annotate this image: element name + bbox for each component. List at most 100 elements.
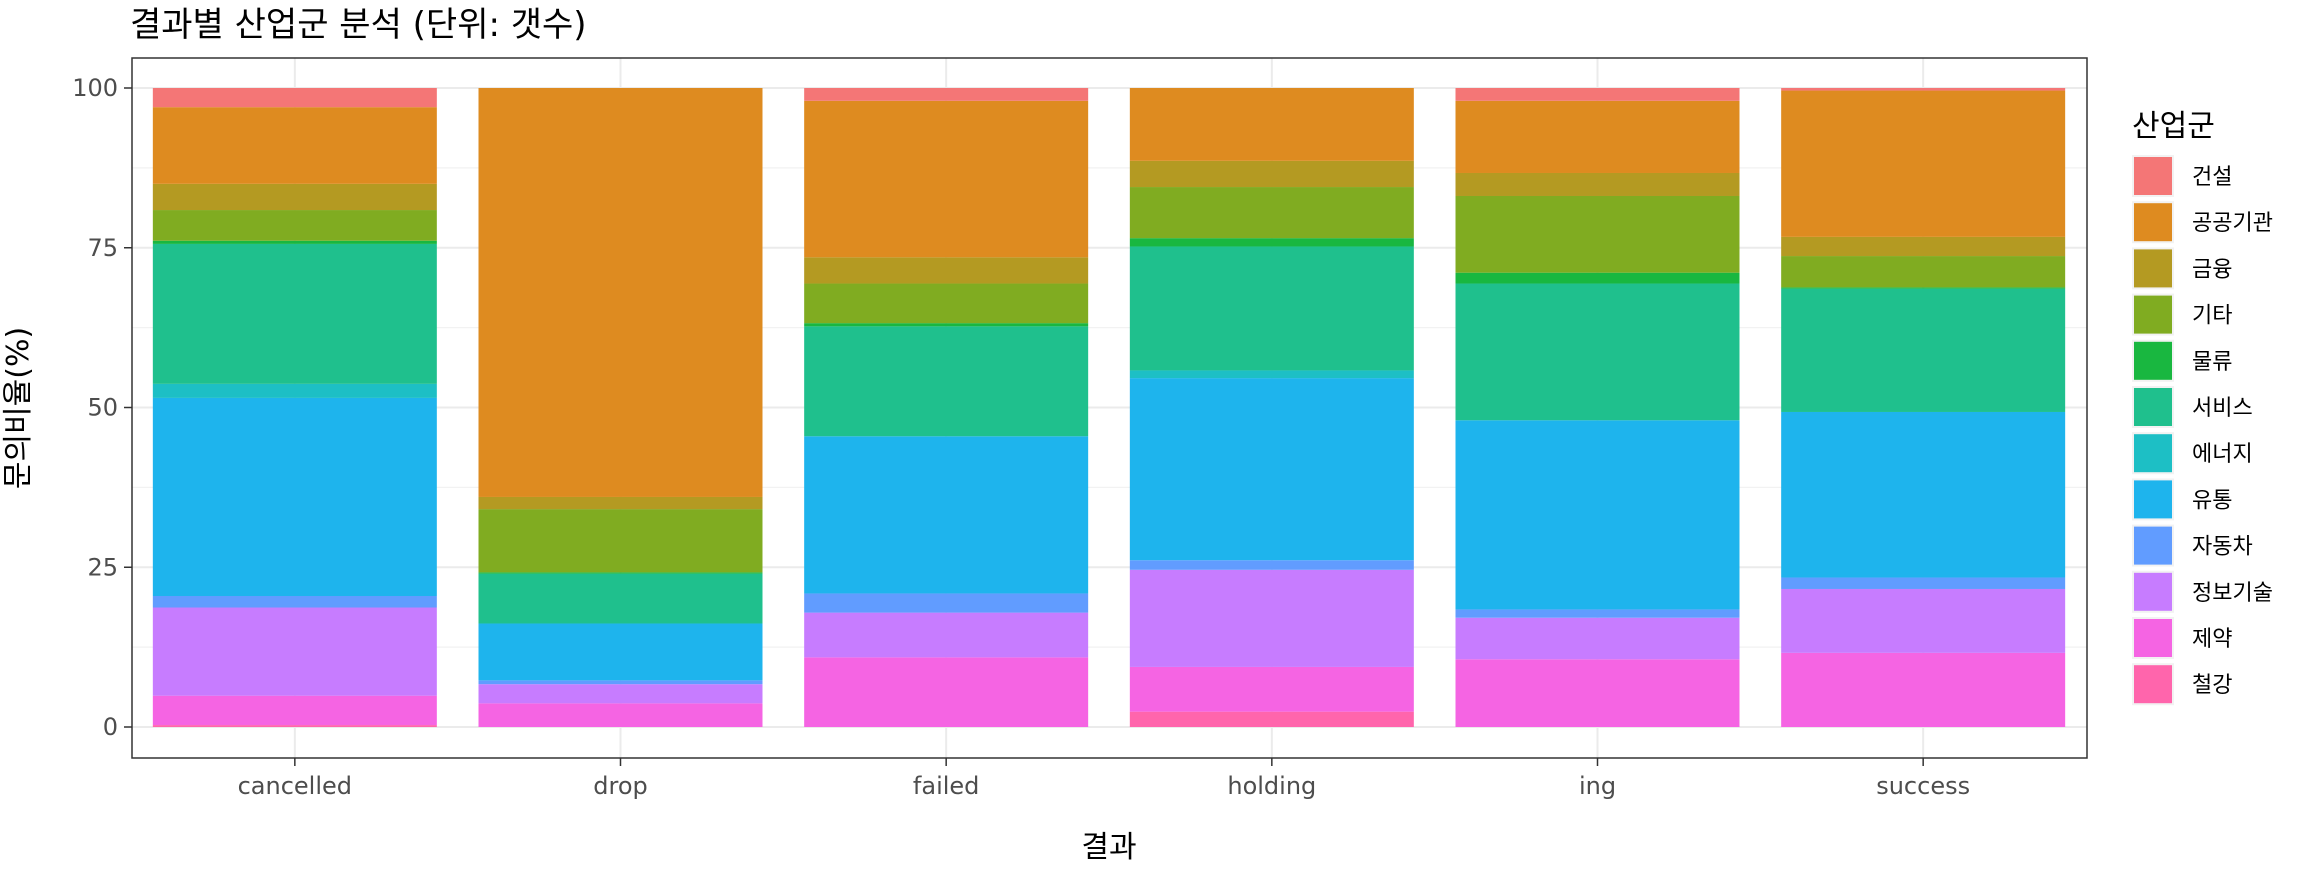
legend-swatch	[2134, 619, 2172, 657]
bar-segment: 정보기술: 3	[478, 684, 763, 704]
bar-segment: 정보기술: 7	[804, 612, 1089, 658]
bar-segment: 공공기관: 22.9	[1781, 90, 2066, 237]
legend-label: 유통	[2192, 488, 2232, 513]
bar-segment: 공공기관: 24.5	[804, 100, 1089, 258]
legend-swatch	[2134, 203, 2172, 242]
legend-swatch	[2134, 526, 2172, 565]
bar-segment: 에너지: 2.2	[152, 383, 437, 398]
x-tick-label: ing	[1579, 772, 1616, 800]
x-tick-label: cancelled	[238, 772, 352, 800]
bar-segment: 금융: 4.1	[1129, 160, 1414, 188]
bar-segment: 서비스: 21.9	[152, 243, 437, 384]
legend-swatch	[2134, 341, 2172, 380]
y-tick-label: 0	[103, 713, 118, 741]
legend-label: 제약	[2192, 627, 2232, 652]
bar-segment: 공공기관: 11.4	[1129, 88, 1414, 161]
bar-segment: 정보기술: 13.8	[152, 607, 437, 696]
bar-segment: 금융: 3	[1781, 236, 2066, 257]
bar-segment: 서비스: 7.8	[478, 573, 763, 624]
bar-segment: 유통: 24.6	[804, 436, 1089, 594]
bar-segment: 기타: 4.9	[1781, 256, 2066, 288]
legend-label: 서비스	[2192, 396, 2253, 421]
legend-label: 공공기관	[2192, 211, 2273, 236]
bar-segment: 제약: 3.7	[478, 703, 763, 727]
bar-segment: 서비스: 19.3	[1781, 288, 2066, 412]
y-tick-label: 100	[72, 74, 118, 102]
bar-segment: 건설: 2	[804, 88, 1089, 101]
x-tick-label: drop	[593, 772, 648, 800]
bar-segment: 정보기술: 15.2	[1129, 569, 1414, 667]
bar-segment: 에너지: 1.2	[1129, 370, 1414, 379]
bar-segment: 기타: 8	[1129, 187, 1414, 239]
legend-label: 금융	[2192, 257, 2232, 282]
legend-swatch	[2134, 434, 2172, 473]
bar-segment: 공공기관: 12	[152, 107, 437, 184]
y-axis-title: 문의비율(%)	[1, 327, 36, 489]
y-tick-label: 75	[87, 234, 118, 262]
bar-segment: 철강: 0.3	[152, 725, 437, 727]
bar-segment: 제약: 4.6	[152, 695, 437, 726]
bar-segment: 기타: 6.2	[804, 283, 1089, 324]
bar-segment: 제약: 10.6	[1455, 659, 1740, 727]
legend-label: 철강	[2192, 673, 2232, 698]
legend-label: 기타	[2192, 304, 2232, 329]
bar-segment: 자동차: 1.5	[1129, 560, 1414, 570]
x-tick-label: holding	[1227, 772, 1316, 800]
legend-swatch	[2134, 249, 2172, 288]
bar-segment: 제약: 10.9	[804, 657, 1089, 727]
bar-segment: 자동차: 0.6	[478, 680, 763, 685]
bar-segment: 유통: 31	[152, 397, 437, 597]
legend-swatch	[2134, 157, 2172, 195]
legend-label: 물류	[2192, 350, 2232, 375]
chart-title: 결과별 산업군 분석 (단위: 갯수)	[130, 5, 587, 45]
bar-segment: 금융: 4.1	[152, 183, 437, 211]
bar-segment: 자동차: 1.3	[1455, 609, 1740, 618]
bar-segment: 자동차: 3	[804, 593, 1089, 613]
legend-label: 에너지	[2192, 442, 2253, 467]
y-tick-label: 50	[87, 394, 118, 422]
legend-swatch	[2134, 388, 2172, 426]
bar-segment: 기타: 9.9	[478, 509, 763, 573]
bars-layer: 철강: 0.3제약: 4.6정보기술: 13.8자동차: 1.8유통: 31에너…	[152, 88, 2066, 727]
legend-swatch	[2134, 295, 2172, 334]
bar-segment: 금융: 4.1	[804, 257, 1089, 284]
bar-segment: 건설: 0.4	[1781, 88, 2066, 91]
bar-segment: 제약: 7	[1129, 666, 1414, 712]
bar-segment: 자동차: 1.8	[152, 596, 437, 608]
bar-segment: 서비스: 19.4	[1129, 246, 1414, 371]
bar-segment: 물류: 0.2	[478, 572, 763, 574]
x-axis: cancelled drop failed holding ing success	[238, 758, 1970, 800]
legend-swatch	[2134, 480, 2172, 519]
bar-segment: 물류: 1.7	[1455, 272, 1740, 284]
bar-segment: 철강: 2.4	[1129, 711, 1414, 727]
legend-label: 정보기술	[2192, 581, 2273, 606]
legend-swatch	[2134, 665, 2172, 704]
x-tick-label: success	[1876, 772, 1970, 800]
bar-segment: 기타: 12	[1455, 195, 1740, 273]
bar-segment: 물류: 0.5	[152, 240, 437, 244]
bar-segment: 유통: 29.6	[1455, 420, 1740, 610]
legend-title: 산업군	[2132, 109, 2215, 144]
y-axis: 0 25 50 75 100	[72, 74, 132, 741]
bar-segment: 건설: 2	[1455, 88, 1740, 101]
bar-segment: 공공기관: 11.3	[1455, 100, 1740, 173]
bar-segment: 정보기술: 10	[1781, 588, 2066, 653]
legend-label: 건설	[2192, 165, 2232, 190]
bar-segment: 공공기관: 64	[478, 88, 763, 497]
legend-swatch	[2134, 572, 2172, 611]
bar-segment: 물류: 0.5	[804, 323, 1089, 327]
bar-segment: 서비스: 21.4	[1455, 283, 1740, 421]
bar-segment: 유통: 8.9	[478, 623, 763, 681]
x-tick-label: failed	[913, 772, 980, 800]
bar-segment: 정보기술: 6.5	[1455, 617, 1740, 660]
y-tick-label: 25	[87, 553, 118, 581]
bar-segment: 금융: 1.9	[478, 496, 763, 510]
bar-segment: 금융: 3.6	[1455, 172, 1740, 196]
bar-segment: 물류: 0.2	[1781, 287, 2066, 289]
bar-segment: 유통: 25.9	[1781, 411, 2066, 578]
bar-segment: 자동차: 1.8	[1781, 577, 2066, 589]
x-axis-title: 결과	[1081, 830, 1136, 865]
